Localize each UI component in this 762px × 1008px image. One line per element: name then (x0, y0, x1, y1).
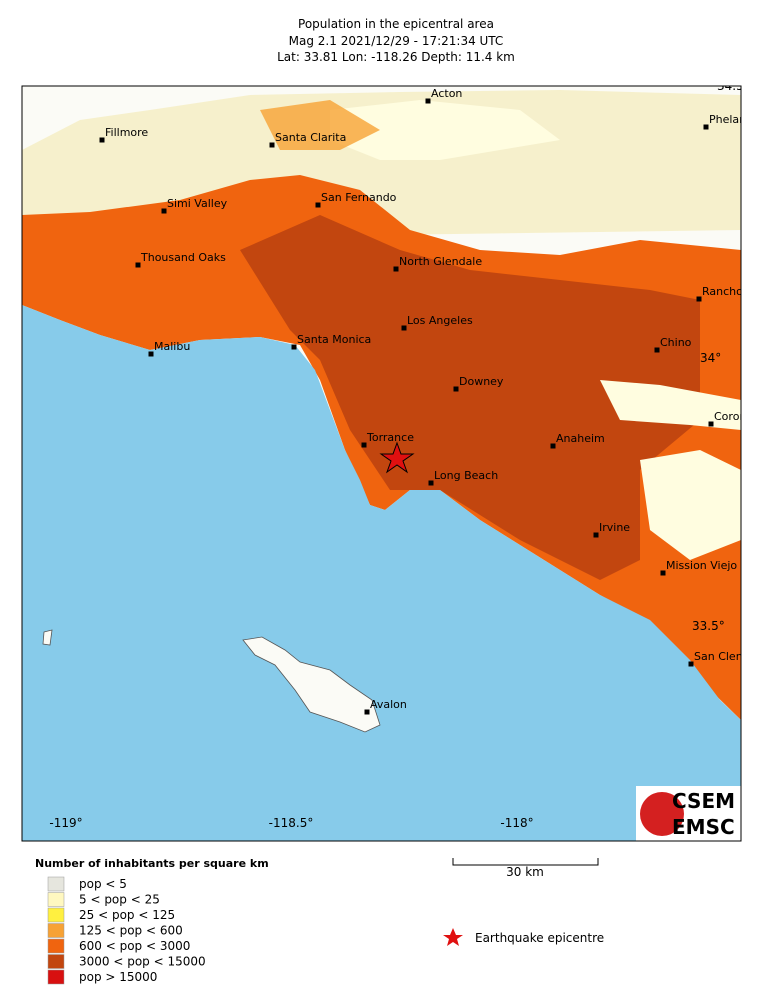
city-label: Santa Clarita (275, 131, 346, 144)
city-label: Corona (714, 410, 753, 423)
city-label: Santa Monica (297, 333, 371, 346)
legend-swatch (47, 923, 65, 938)
city-label: San Fernando (321, 191, 397, 204)
city-label: Fillmore (105, 126, 148, 139)
city-marker (453, 386, 459, 392)
city-marker (99, 137, 105, 143)
city-label: Rancho (702, 285, 743, 298)
city-label: Torrance (366, 431, 414, 444)
logo-text: EMSC (672, 815, 735, 839)
city-marker (593, 532, 599, 538)
legend-label: pop < 5 (79, 877, 127, 891)
city-marker (361, 442, 367, 448)
map-area: Acton Fillmore Santa Clarita Simi Valley San… (22, 79, 762, 841)
city-label: Anaheim (556, 432, 605, 445)
city-marker (148, 351, 154, 357)
city-label: San Clemente (694, 650, 762, 663)
city-label: Thousand Oaks (140, 251, 226, 264)
legend-swatch (47, 907, 65, 923)
city-marker (315, 202, 321, 208)
city-label: Irvine (599, 521, 630, 534)
legend-swatch (47, 892, 65, 907)
city-marker (654, 347, 660, 353)
x-label: -119° (49, 816, 82, 830)
city-marker (401, 325, 407, 331)
city-marker (660, 570, 666, 576)
epicentre-star (379, 441, 415, 474)
city-marker (688, 661, 694, 667)
city-marker (703, 124, 709, 130)
city-marker (428, 480, 434, 486)
legend-title: Number of inhabitants per square km (35, 857, 269, 870)
city-marker (425, 98, 431, 104)
legend-label: 125 < pop < 600 (79, 924, 183, 938)
scale-label: 30 km (506, 865, 544, 879)
city-label: Mission Viejo (666, 559, 737, 572)
legend-label: pop > 15000 (79, 970, 157, 984)
logo-text: CSEM (672, 789, 735, 813)
legend-label: 3000 < pop < 15000 (79, 955, 206, 969)
logo: CSEM EMSC (636, 786, 741, 841)
city-label: Avalon (370, 698, 407, 711)
y-label: 34° (700, 351, 721, 365)
city-label: Acton (431, 87, 462, 100)
city-label: Phelan (709, 113, 746, 126)
epicentre-label: Earthquake epicentre (475, 931, 604, 945)
city-label: Simi Valley (167, 197, 228, 210)
y-label: 34.5° (717, 79, 750, 93)
city-marker (393, 266, 399, 272)
legend-swatch (47, 876, 65, 892)
city-marker (269, 142, 275, 148)
legend-label: 25 < pop < 125 (79, 908, 175, 922)
city-marker (291, 344, 297, 350)
city-marker (161, 208, 167, 214)
subtitle: Mag 2.1 2021/12/29 - 17:21:34 UTC (289, 34, 504, 48)
city-marker (550, 443, 556, 449)
y-label: 33.5° (692, 619, 725, 633)
city-label: Long Beach (434, 469, 498, 482)
title: Population in the epicentral area (298, 17, 494, 31)
city-label: North Glendale (399, 255, 482, 268)
city-label: Los Angeles (407, 314, 473, 327)
legend-swatch (47, 938, 65, 954)
city-label: Malibu (154, 340, 190, 353)
x-label: -118° (500, 816, 533, 830)
subtitle: Lat: 33.81 Lon: -118.26 Depth: 11.4 km (277, 50, 515, 64)
city-label: Chino (660, 336, 692, 349)
city-marker (708, 421, 714, 427)
x-label: -118.5° (269, 816, 314, 830)
legend-swatch (47, 954, 65, 969)
city-marker (364, 709, 370, 715)
legend-label: 600 < pop < 3000 (79, 939, 190, 953)
city-marker (135, 262, 141, 268)
legend-swatch (47, 969, 65, 985)
city-marker (696, 296, 702, 302)
epicentre-symbol (443, 928, 463, 946)
legend-label: 5 < pop < 25 (79, 893, 160, 907)
city-label: Downey (459, 375, 504, 388)
